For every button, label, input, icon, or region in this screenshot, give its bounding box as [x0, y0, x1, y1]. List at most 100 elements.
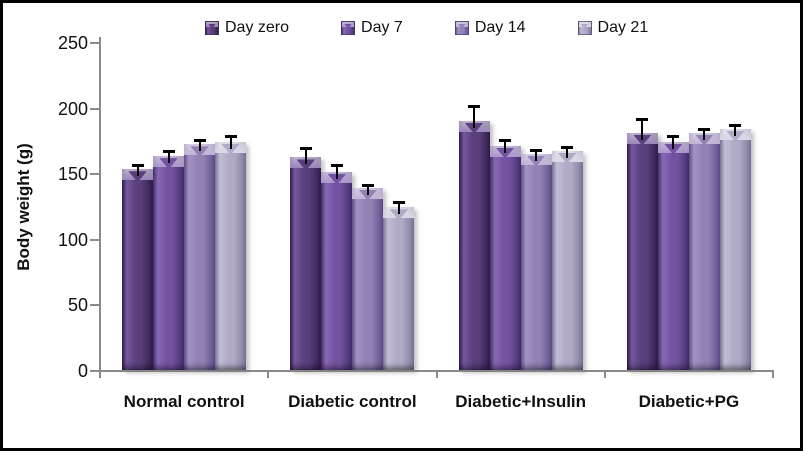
plot-area: 0 50 100 150 200 250 Normal control Diabetic co… [3, 3, 803, 454]
bar-day-zero-normal-control [122, 169, 154, 370]
error-bar-cap [392, 201, 405, 205]
bar-top-dip [458, 24, 466, 29]
legend-label: Day zero [225, 19, 290, 36]
error-bar-cap [361, 184, 374, 187]
bar-day-7-normal-control [153, 156, 185, 370]
y-axis-tick-label: 0 [77, 361, 88, 381]
bar-top-dip [664, 143, 683, 155]
error-bar-cap [499, 139, 512, 143]
error-bar-cap [162, 149, 175, 153]
x-axis-tick [603, 370, 606, 378]
bar-top-dip [580, 24, 589, 29]
category-label-diabetic-insulin: Diabetic+Insulin [455, 392, 587, 411]
x-axis-line [91, 370, 773, 372]
error-bar-cap [468, 105, 481, 109]
bar-day-7-diabetic-control [321, 171, 353, 370]
bar-top-dip [128, 171, 147, 183]
bar-day-21-normal-control [215, 141, 247, 370]
bar-day-zero-diabetic-pg [626, 132, 658, 370]
legend-marker-day-7-icon [341, 21, 356, 35]
bar-day-zero-diabetic-insulin [458, 120, 490, 370]
legend-item-day-14: Day 14 [454, 19, 526, 37]
bar-day-zero-diabetic-control [290, 157, 322, 370]
y-axis-tick [90, 238, 100, 241]
error-bar-cap [698, 127, 711, 131]
error-bar [397, 202, 400, 215]
error-bar-cap [561, 145, 574, 149]
error-bar [703, 128, 706, 140]
bar-top-dip [464, 122, 484, 134]
error-bar-cap [667, 135, 680, 139]
error-bar-cap [224, 135, 237, 139]
bar-top-dip [726, 130, 745, 142]
y-axis-tick [90, 107, 100, 110]
legend-label: Day 7 [361, 19, 403, 36]
bar-top-dip [296, 159, 316, 171]
error-bar [167, 150, 170, 164]
error-bar-cap [193, 139, 206, 143]
bar-top-dip [358, 189, 378, 201]
bar-day-14-diabetic-insulin [520, 153, 552, 370]
y-axis-tick [90, 304, 100, 307]
y-axis-line [99, 37, 101, 375]
bar-top-dip [557, 152, 577, 164]
x-axis-tick [435, 370, 438, 378]
error-bar [335, 165, 338, 179]
error-bar-cap [636, 118, 649, 122]
error-bar-cap [299, 147, 312, 151]
y-axis-tick-label: 100 [57, 229, 88, 250]
bar-top-dip [526, 155, 546, 167]
category-label-diabetic-pg: Diabetic+PG [638, 392, 740, 411]
legend-label: Day 21 [597, 19, 649, 36]
legend-marker-day-zero-icon [205, 21, 219, 35]
bar-top-dip [190, 146, 209, 158]
bar-day-21-diabetic-pg [719, 128, 751, 370]
bar-top-dip [327, 173, 347, 185]
x-axis-tick [99, 370, 101, 378]
bar-day-7-diabetic-pg [657, 141, 689, 370]
error-bar [229, 136, 232, 149]
error-bar [304, 148, 307, 165]
error-bar [734, 124, 737, 136]
x-axis-tick [267, 370, 270, 378]
bar-day-14-normal-control [184, 144, 216, 370]
legend-label: Day 14 [474, 19, 526, 36]
bar-day-21-diabetic-control [383, 207, 415, 370]
legend-marker-day-14-icon [454, 21, 469, 35]
category-label-normal-control: Normal control [123, 392, 245, 411]
bar-top-dip [633, 134, 652, 146]
error-bar [366, 185, 369, 195]
y-axis-tick-label: 250 [57, 33, 88, 53]
bar-top-dip [389, 209, 409, 221]
error-bar-cap [530, 148, 543, 152]
error-bar [566, 146, 569, 158]
y-axis-tick [90, 370, 100, 372]
error-bar [504, 140, 507, 153]
bar-day-7-diabetic-insulin [489, 145, 521, 370]
y-axis-tick-label: 50 [67, 295, 88, 316]
error-bar [473, 106, 476, 128]
legend-item-day-21: Day 21 [577, 19, 649, 37]
category-label-diabetic-control: Diabetic control [288, 392, 417, 411]
legend: Day zero Day 7 Day 14 Day 21 [205, 19, 648, 37]
bar-top-dip [208, 24, 216, 29]
bar-top-dip [344, 24, 352, 29]
x-axis-tick [772, 370, 774, 378]
y-axis-tick [90, 42, 100, 44]
y-axis-tick [90, 173, 100, 176]
legend-marker-day-21-icon [577, 21, 592, 35]
error-bar [198, 140, 201, 152]
error-bar [672, 136, 675, 149]
bar-top-dip [495, 147, 515, 159]
y-axis-tick-label: 200 [57, 98, 88, 119]
bar-top-dip [695, 134, 714, 146]
error-bar-cap [330, 164, 343, 168]
bar-day-21-diabetic-insulin [551, 150, 583, 370]
error-bar-cap [729, 123, 742, 127]
bar-top-dip [221, 143, 240, 155]
error-bar-cap [131, 164, 144, 168]
bar-day-14-diabetic-control [352, 187, 384, 370]
y-axis-tick-label: 150 [57, 164, 88, 185]
bar-day-14-diabetic-pg [688, 132, 720, 370]
